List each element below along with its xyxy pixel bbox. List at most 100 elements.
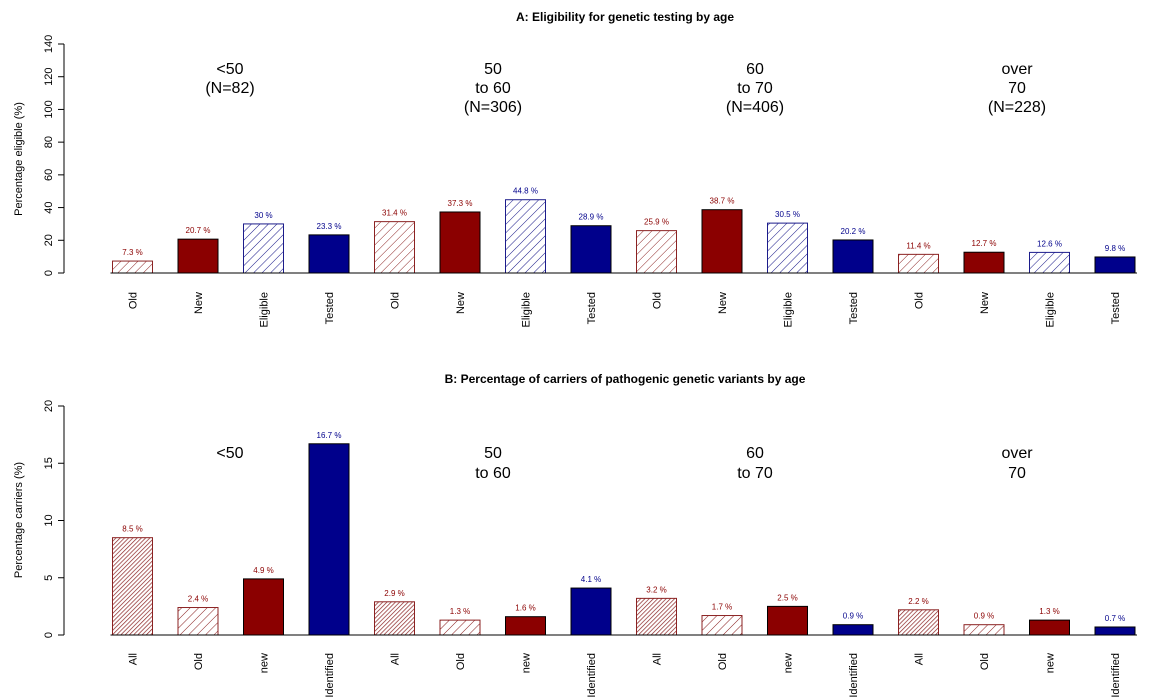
age-group-label: (N=406) (726, 99, 784, 116)
category-label: new (783, 653, 795, 673)
bar-value-label: 20.2 % (841, 227, 866, 236)
bar-eligible (767, 222, 808, 274)
panel-b-y-axis-label: Percentage carriers (%) (13, 462, 25, 578)
bar-identified (308, 443, 350, 636)
bar-old (439, 619, 481, 636)
category-label: new (521, 653, 533, 673)
age-group-label: 50 (484, 445, 502, 462)
bar-value-label: 9.8 % (1105, 244, 1125, 253)
category-label: Identified (1110, 653, 1122, 698)
y-tick-label: 15 (43, 457, 55, 469)
bar-value-label: 20.7 % (186, 226, 211, 235)
category-label: Identified (848, 653, 860, 698)
bar-value-label: 1.7 % (712, 603, 732, 612)
category-label: New (979, 292, 991, 314)
age-group-label: 70 (1008, 465, 1026, 482)
bar-value-label: 23.3 % (317, 222, 342, 231)
panel-b-carriers: B: Percentage of carriers of pathogenic … (13, 372, 1137, 698)
category-label: new (1045, 653, 1057, 673)
category-label: Tested (324, 292, 336, 324)
category-label: New (193, 292, 205, 314)
category-label: new (259, 653, 271, 673)
bar-new (243, 578, 284, 636)
panel-b-title: B: Percentage of carriers of pathogenic … (445, 372, 806, 386)
age-group-label: 60 (746, 61, 764, 78)
category-label: Tested (586, 292, 598, 324)
age-group-label: over (1001, 445, 1033, 462)
bar-new (701, 209, 743, 274)
bar-all (112, 537, 153, 636)
category-label: Eligible (259, 292, 271, 327)
category-label: Old (128, 292, 140, 309)
bar-identified (832, 624, 874, 636)
bar-tested (308, 234, 350, 274)
y-tick-label: 60 (43, 169, 55, 181)
age-group-label: (N=228) (988, 99, 1046, 116)
category-label: All (128, 653, 140, 665)
age-group-label: (N=82) (205, 80, 254, 97)
bar-all (636, 597, 677, 636)
category-label: Identified (586, 653, 598, 698)
category-label: All (652, 653, 664, 665)
bar-old (112, 260, 153, 274)
age-group-label: <50 (216, 61, 243, 78)
y-tick-label: 20 (43, 400, 55, 412)
bar-old (636, 230, 677, 274)
category-label: Tested (1110, 292, 1122, 324)
bar-value-label: 12.7 % (972, 239, 997, 248)
bar-value-label: 0.9 % (974, 612, 994, 621)
bar-old (701, 615, 743, 636)
category-label: Old (652, 292, 664, 309)
bar-value-label: 0.9 % (843, 612, 863, 621)
bar-value-label: 4.9 % (253, 566, 273, 575)
age-group-label: (N=306) (464, 99, 522, 116)
bar-value-label: 28.9 % (579, 213, 604, 222)
age-group-label: to 70 (737, 465, 773, 482)
bar-value-label: 38.7 % (710, 197, 735, 206)
bar-value-label: 44.8 % (513, 187, 538, 196)
y-tick-label: 0 (43, 632, 55, 638)
bar-value-label: 3.2 % (646, 585, 666, 594)
bar-value-label: 25.9 % (644, 218, 669, 227)
bar-value-label: 31.4 % (382, 209, 407, 218)
bar-new (439, 211, 481, 274)
bar-value-label: 30.5 % (775, 210, 800, 219)
bar-identified (1094, 626, 1136, 636)
bar-tested (570, 225, 612, 274)
category-label: Old (455, 653, 467, 670)
bar-old (177, 607, 219, 636)
bar-value-label: 4.1 % (581, 575, 601, 584)
category-label: Identified (324, 653, 336, 698)
bar-value-label: 0.7 % (1105, 614, 1125, 623)
panel-a-title: A: Eligibility for genetic testing by ag… (516, 10, 734, 24)
y-tick-label: 5 (43, 575, 55, 581)
category-label: Eligible (783, 292, 795, 327)
bar-all (898, 609, 939, 636)
category-label: Eligible (521, 292, 533, 327)
category-label: New (717, 292, 729, 314)
bar-new (177, 238, 219, 274)
age-group-label: to 60 (475, 80, 511, 97)
category-label: Eligible (1045, 292, 1057, 327)
y-tick-label: 40 (43, 201, 55, 213)
y-tick-label: 120 (43, 68, 55, 86)
bar-eligible (243, 223, 284, 274)
category-label: Old (717, 653, 729, 670)
category-label: Old (914, 292, 926, 309)
bar-value-label: 12.6 % (1037, 239, 1062, 248)
bar-value-label: 8.5 % (122, 525, 142, 534)
bar-old (374, 221, 415, 274)
y-tick-label: 10 (43, 514, 55, 526)
category-label: All (390, 653, 402, 665)
age-group-label: 50 (484, 61, 502, 78)
age-group-label: 60 (746, 445, 764, 462)
bar-tested (1094, 256, 1136, 274)
age-group-label: to 60 (475, 465, 511, 482)
category-label: Old (979, 653, 991, 670)
panel-a-eligibility: A: Eligibility for genetic testing by ag… (13, 10, 1137, 327)
bar-identified (570, 587, 612, 636)
category-label: Old (193, 653, 205, 670)
y-tick-label: 0 (43, 270, 55, 276)
bar-value-label: 1.6 % (515, 604, 535, 613)
